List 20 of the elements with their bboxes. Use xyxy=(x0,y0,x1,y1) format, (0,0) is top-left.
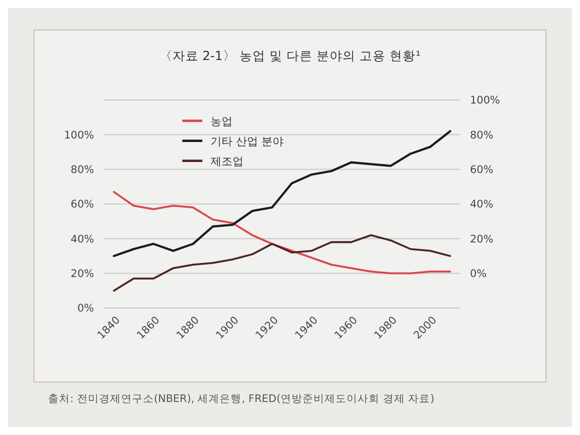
y2-tick-label: 80% xyxy=(470,129,494,142)
y-tick-label: 0% xyxy=(77,302,94,315)
y-tick-label: 40% xyxy=(70,233,94,246)
line-series xyxy=(112,234,452,292)
y2-tick-label: 100% xyxy=(470,94,500,107)
chart-title: 〈자료 2-1〉 농업 및 다른 분야의 고용 현황¹ xyxy=(159,48,421,63)
line-series xyxy=(112,190,452,274)
y-tick-label: 20% xyxy=(70,268,94,280)
legend-label: 농업 xyxy=(210,114,232,128)
y2-tick-label: 20% xyxy=(470,233,494,246)
y2-tick-label: 0% xyxy=(470,268,487,280)
y2-tick-label: 40% xyxy=(470,198,494,211)
y-tick-label: 60% xyxy=(70,198,94,211)
line-series xyxy=(112,130,452,258)
y2-tick-label: 60% xyxy=(470,164,494,176)
legend-label: 제조업 xyxy=(210,154,244,168)
y-tick-label: 100% xyxy=(64,129,94,142)
source-note: 출처: 전미경제연구소(NBER), 세계은행, FRED(연방준비제도이사회 경제 자료) xyxy=(48,393,434,405)
y-tick-label: 80% xyxy=(70,164,94,176)
legend-label: 기타 산업 분야 xyxy=(210,134,284,148)
